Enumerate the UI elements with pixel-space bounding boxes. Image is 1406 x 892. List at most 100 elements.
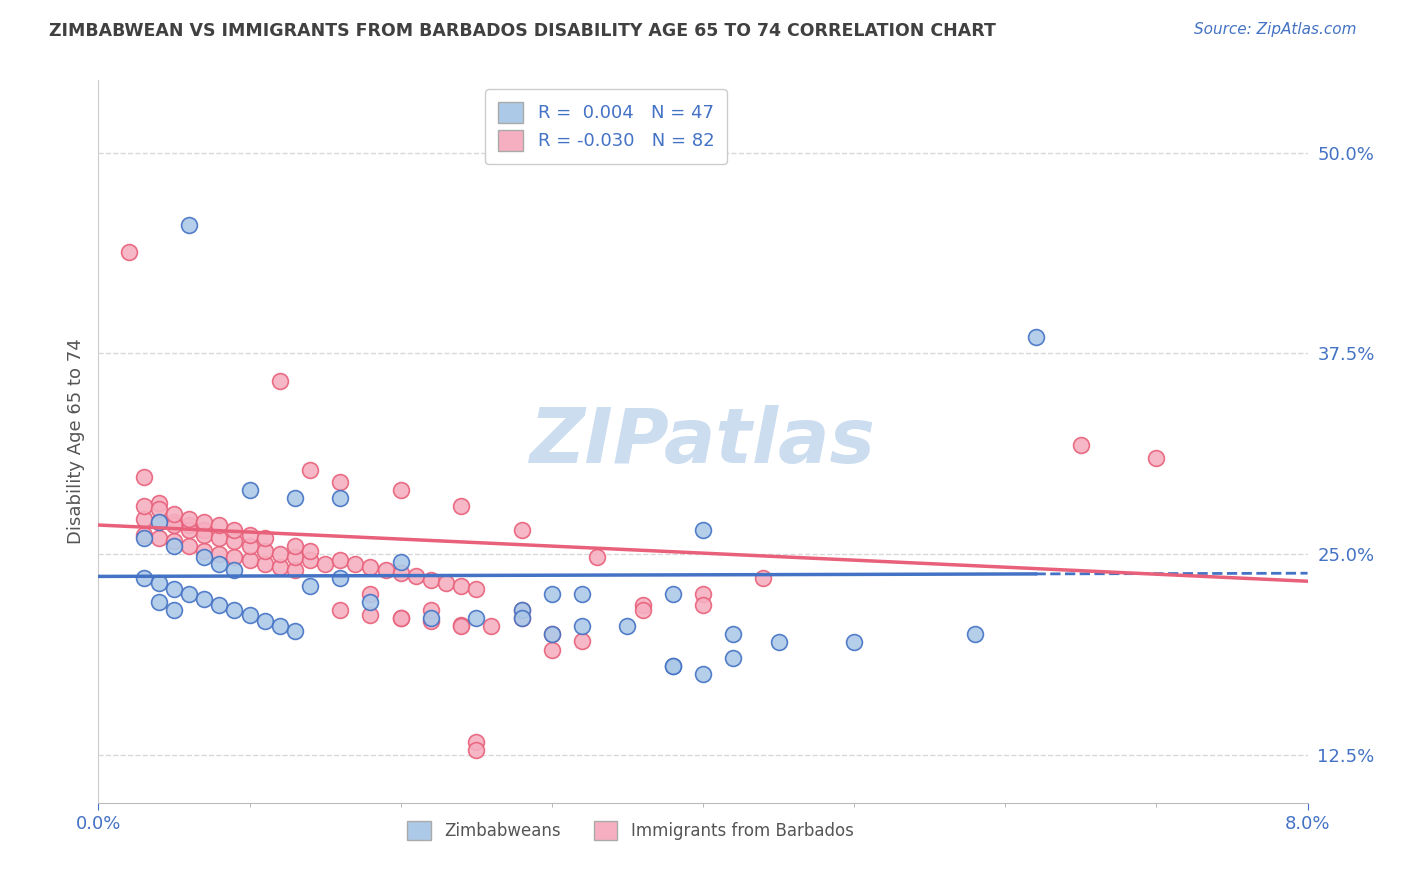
Point bbox=[132, 571, 155, 585]
Point bbox=[193, 543, 215, 558]
Point bbox=[450, 499, 472, 513]
Text: ZIPatlas: ZIPatlas bbox=[530, 405, 876, 478]
Point bbox=[253, 615, 276, 629]
Legend: Zimbabweans, Immigrants from Barbados: Zimbabweans, Immigrants from Barbados bbox=[399, 813, 862, 848]
Point bbox=[193, 515, 215, 529]
Point bbox=[389, 566, 412, 581]
Point bbox=[571, 587, 593, 601]
Point bbox=[420, 573, 443, 587]
Point bbox=[208, 557, 231, 571]
Point bbox=[163, 515, 186, 529]
Point bbox=[344, 557, 367, 571]
Point bbox=[374, 563, 396, 577]
Point bbox=[434, 575, 457, 590]
Point bbox=[284, 539, 307, 553]
Point bbox=[540, 587, 562, 601]
Point bbox=[284, 550, 307, 565]
Point bbox=[571, 619, 593, 633]
Point bbox=[163, 534, 186, 549]
Point bbox=[284, 624, 307, 638]
Point bbox=[269, 547, 291, 561]
Point bbox=[179, 518, 201, 533]
Point bbox=[465, 611, 488, 625]
Point bbox=[132, 511, 155, 525]
Point bbox=[239, 483, 262, 497]
Point bbox=[193, 527, 215, 541]
Point bbox=[118, 245, 141, 260]
Point bbox=[148, 515, 170, 529]
Point bbox=[132, 499, 155, 513]
Point bbox=[465, 743, 488, 757]
Point bbox=[661, 587, 683, 601]
Point bbox=[193, 550, 215, 565]
Point bbox=[239, 539, 262, 553]
Point bbox=[692, 599, 714, 613]
Point bbox=[163, 507, 186, 521]
Point bbox=[299, 579, 322, 593]
Point bbox=[965, 627, 987, 641]
Point bbox=[253, 531, 276, 545]
Point bbox=[163, 582, 186, 597]
Point bbox=[239, 607, 262, 622]
Point bbox=[723, 651, 745, 665]
Point bbox=[661, 659, 683, 673]
Point bbox=[360, 587, 382, 601]
Point bbox=[179, 511, 201, 525]
Text: ZIMBABWEAN VS IMMIGRANTS FROM BARBADOS DISABILITY AGE 65 TO 74 CORRELATION CHART: ZIMBABWEAN VS IMMIGRANTS FROM BARBADOS D… bbox=[49, 22, 995, 40]
Point bbox=[1025, 330, 1047, 344]
Point bbox=[450, 579, 472, 593]
Point bbox=[299, 553, 322, 567]
Point bbox=[253, 557, 276, 571]
Point bbox=[420, 611, 443, 625]
Point bbox=[329, 491, 352, 505]
Point bbox=[616, 619, 638, 633]
Point bbox=[540, 627, 562, 641]
Point bbox=[540, 627, 562, 641]
Point bbox=[360, 607, 382, 622]
Point bbox=[389, 611, 412, 625]
Point bbox=[284, 563, 307, 577]
Point bbox=[208, 531, 231, 545]
Point bbox=[360, 595, 382, 609]
Point bbox=[1070, 438, 1092, 452]
Point bbox=[224, 563, 246, 577]
Y-axis label: Disability Age 65 to 74: Disability Age 65 to 74 bbox=[66, 339, 84, 544]
Point bbox=[450, 617, 472, 632]
Point bbox=[510, 523, 533, 537]
Point bbox=[132, 527, 155, 541]
Point bbox=[132, 470, 155, 484]
Point bbox=[148, 502, 170, 516]
Point bbox=[692, 667, 714, 681]
Point bbox=[148, 495, 170, 509]
Point bbox=[179, 587, 201, 601]
Point bbox=[208, 547, 231, 561]
Point bbox=[631, 599, 654, 613]
Point bbox=[465, 735, 488, 749]
Point bbox=[752, 571, 775, 585]
Point bbox=[269, 619, 291, 633]
Point bbox=[329, 553, 352, 567]
Point bbox=[179, 523, 201, 537]
Point bbox=[510, 611, 533, 625]
Point bbox=[1146, 450, 1168, 465]
Point bbox=[148, 575, 170, 590]
Point bbox=[193, 523, 215, 537]
Point bbox=[208, 518, 231, 533]
Point bbox=[510, 611, 533, 625]
Point bbox=[540, 643, 562, 657]
Point bbox=[723, 627, 745, 641]
Point bbox=[148, 515, 170, 529]
Point bbox=[269, 374, 291, 388]
Point bbox=[571, 633, 593, 648]
Point bbox=[163, 539, 186, 553]
Point bbox=[299, 463, 322, 477]
Point bbox=[510, 603, 533, 617]
Point bbox=[224, 534, 246, 549]
Point bbox=[284, 491, 307, 505]
Point bbox=[224, 550, 246, 565]
Point bbox=[179, 539, 201, 553]
Point bbox=[179, 218, 201, 232]
Point bbox=[132, 531, 155, 545]
Point bbox=[224, 603, 246, 617]
Point bbox=[692, 523, 714, 537]
